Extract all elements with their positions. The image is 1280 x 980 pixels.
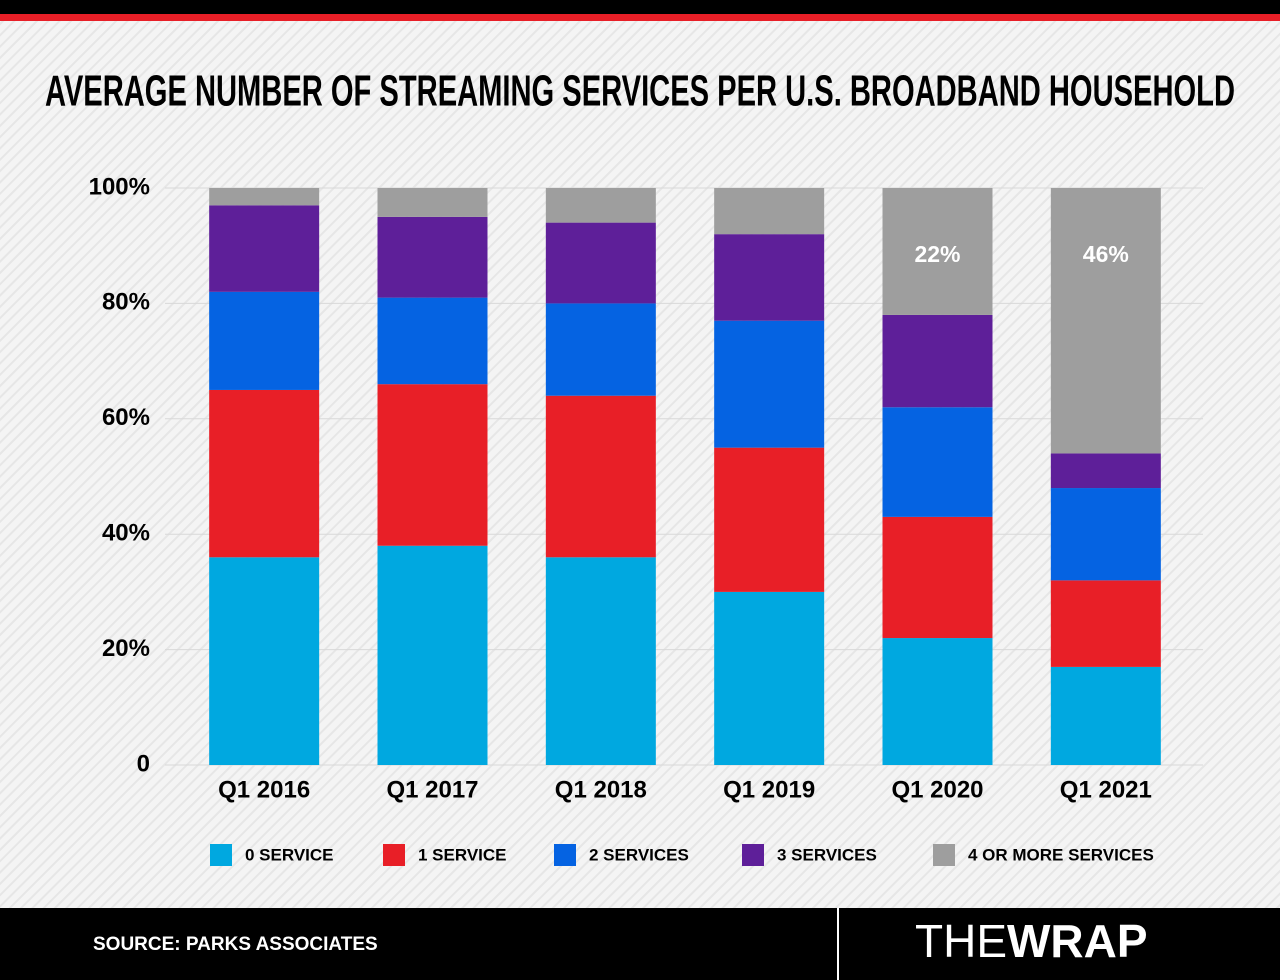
bar-segment [545,188,656,223]
chart-title: AVERAGE NUMBER OF STREAMING SERVICES PER… [45,67,1235,116]
footer [0,908,1280,980]
x-tick-label: Q1 2019 [723,776,815,803]
bar-segment [209,188,320,206]
value-label: 22% [914,241,960,267]
bar-segment [545,222,656,304]
x-tick-label: Q1 2016 [218,776,310,803]
brand-the: THE [915,915,1007,967]
brand-logo: THEWRAP [915,915,1148,967]
legend-label: 2 SERVICES [589,845,689,864]
bar-segment [714,188,825,235]
bar-segment [882,188,993,315]
y-tick-label: 100% [89,173,150,200]
bar-segment [714,234,825,321]
bar-segment [377,188,488,217]
y-tick-label: 20% [102,635,150,662]
legend-label: 0 SERVICE [245,845,334,864]
bar-segment [1050,488,1161,581]
y-tick-label: 0 [137,750,150,777]
value-label: 46% [1083,241,1129,267]
bar-segment [1050,580,1161,667]
bar-segment [882,314,993,408]
y-tick-label: 60% [102,404,150,431]
bar-segment [377,384,488,546]
legend-label: 1 SERVICE [418,845,507,864]
bar-segment [1050,188,1161,454]
x-tick-label: Q1 2020 [891,776,983,803]
bar-segment [209,291,320,390]
bar-segment [882,516,993,639]
legend-label: 3 SERVICES [777,845,877,864]
legend-swatch [933,844,955,866]
brand-wrap: WRAP [1007,915,1148,967]
bar-segment [209,389,320,558]
legend-swatch [383,844,405,866]
bar-segment [209,205,320,292]
bar-segment [1050,666,1161,765]
bar-segment [377,216,488,298]
bar-segment [377,545,488,765]
bar-segment [545,395,656,558]
y-tick-label: 80% [102,289,150,316]
bar-segment [545,303,656,396]
bar-segment [714,447,825,592]
x-tick-label: Q1 2021 [1060,776,1152,803]
bar-segment [377,297,488,385]
bar-segment [714,320,825,448]
legend-swatch [742,844,764,866]
bar-segment [1050,453,1161,489]
legend-swatch [210,844,232,866]
legend-label: 4 OR MORE SERVICES [968,845,1154,864]
plot: 0 20% 40% 60% 80% 100% Q1 2016 Q1 2017 Q1 2018 Q1… [89,173,1203,866]
legend-swatch [554,844,576,866]
bar-segment [209,557,320,765]
bar-segment [882,638,993,765]
top-bar [0,0,1280,14]
bar-segment [545,557,656,765]
x-tick-label: Q1 2017 [386,776,478,803]
top-accent [0,14,1280,21]
source: SOURCE: PARKS ASSOCIATES [93,934,378,955]
y-tick-label: 40% [102,520,150,547]
x-tick-label: Q1 2018 [555,776,647,803]
bar-segment [714,591,825,765]
bar-segment [882,407,993,517]
